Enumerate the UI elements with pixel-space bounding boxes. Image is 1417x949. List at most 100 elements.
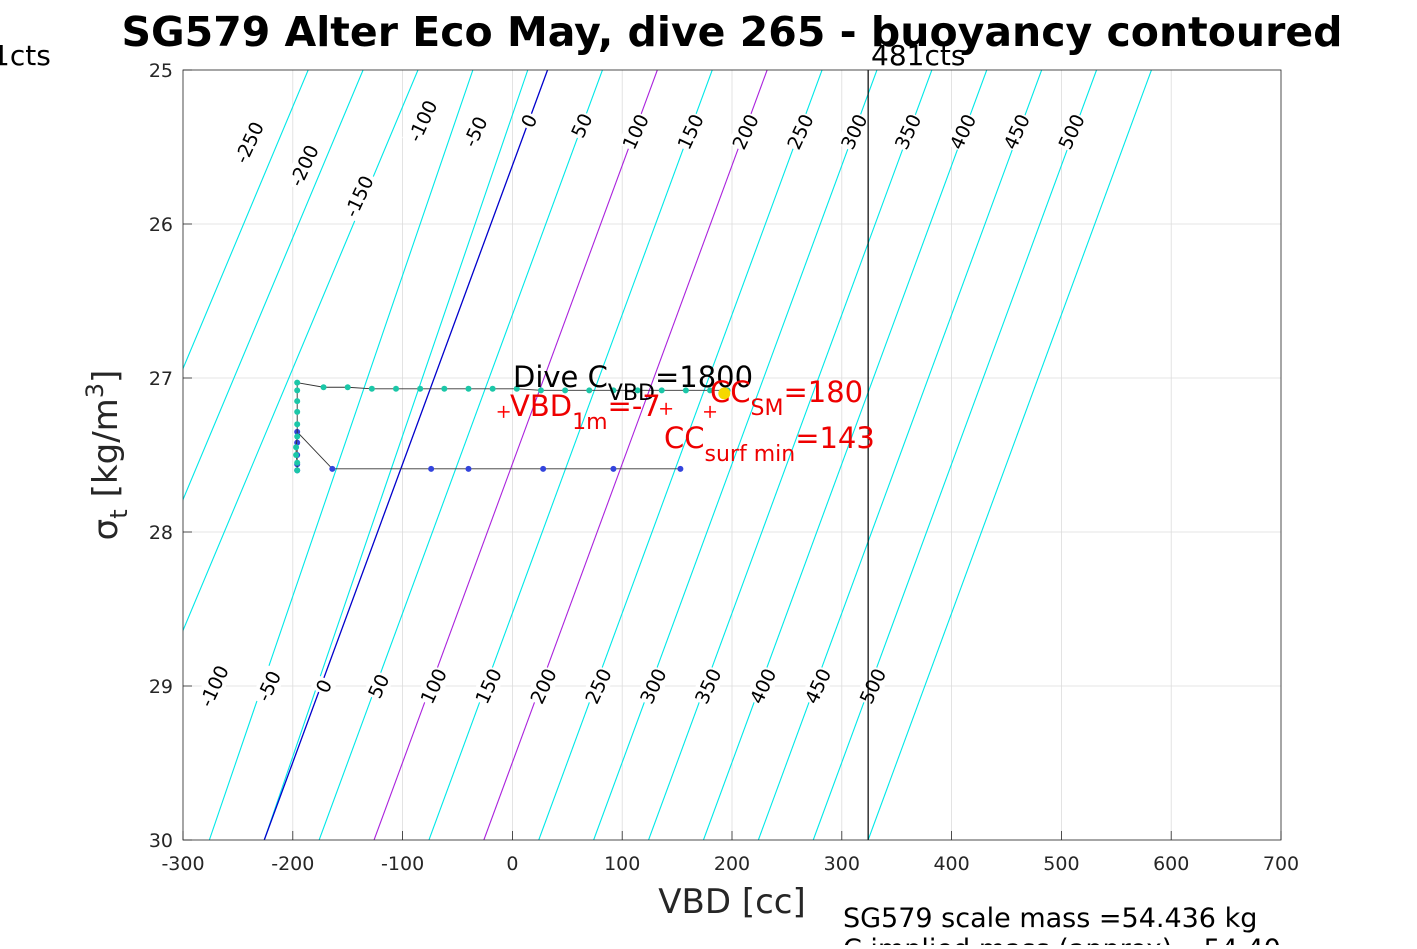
x-tick-label: 700 — [1263, 853, 1299, 875]
contour-label: 400 — [944, 110, 981, 154]
ascent-trace-point — [465, 465, 472, 472]
contour-line — [867, 70, 1152, 840]
descent-trace-point — [294, 459, 301, 466]
x-tick-label: 200 — [714, 853, 750, 875]
cc-sm-prefix: CC — [710, 375, 751, 409]
vbd-1m-value: =-7 — [608, 389, 661, 423]
contour-label-background — [672, 110, 709, 154]
contour-label-background — [525, 664, 561, 708]
counts-left-label: 1cts — [0, 39, 51, 72]
descent-trace-line — [295, 382, 728, 471]
contour-label: 0 — [515, 109, 543, 133]
contour-line — [428, 70, 713, 840]
descent-trace-point — [344, 384, 351, 391]
descent-trace-point — [417, 385, 424, 392]
contour-label-background — [690, 664, 726, 708]
contour-label-background — [799, 664, 836, 708]
cc-sm-sub: SM — [751, 396, 784, 421]
y-axis-unit-close: ] — [86, 370, 126, 383]
contour-label-background — [580, 664, 616, 708]
y-axis-label: σt [kg/m3] — [81, 370, 133, 541]
contour-line — [483, 70, 768, 840]
contour-label-background — [515, 109, 543, 133]
contour-label-background — [889, 110, 926, 154]
x-axis-label: VBD [cc] — [658, 882, 806, 922]
footer-implied-mass: C implied mass (approx) =54.40 — [843, 934, 1281, 945]
descent-trace-point — [294, 379, 301, 386]
contour-line — [183, 70, 309, 370]
contour-label-background — [836, 110, 872, 154]
descent-trace-point — [513, 385, 520, 392]
contour-label-background — [944, 110, 981, 154]
x-tick-label: 100 — [604, 853, 640, 875]
y-tick-label: 30 — [149, 830, 173, 852]
contour-label-background — [782, 110, 818, 154]
contour-label-background — [1053, 110, 1090, 154]
vbd-1m-prefix: VBD — [510, 389, 572, 423]
contour-label-background — [338, 169, 379, 223]
contour-label-background — [362, 669, 394, 703]
x-tick-label: 400 — [933, 853, 969, 875]
y-axis-symbol: σ — [86, 519, 126, 541]
dive-cvbd-value: =1800 — [655, 360, 753, 394]
contour-line — [318, 70, 603, 840]
cc-surf-min-sub: surf min — [705, 442, 796, 467]
descent-trace-point — [537, 387, 544, 394]
vbd-1m-sub: 1m — [572, 410, 607, 435]
x-tick-label: 500 — [1043, 853, 1079, 875]
x-tick-label: -100 — [381, 853, 424, 875]
dive-cvbd-annotation: Dive CVBD=1800 — [513, 360, 753, 406]
contour-label-background — [470, 664, 507, 708]
vbd-1m-annotation: VBD1m=-7 — [510, 389, 661, 435]
descent-trace-point — [610, 387, 617, 394]
dive-traces — [293, 379, 731, 474]
contour-line — [208, 70, 474, 840]
axis-ticks: -300 -200 -100 0 100 200 300 400 500 600 700252627… — [149, 60, 1299, 875]
y-tick-label: 25 — [149, 60, 173, 82]
contour-label-background — [854, 664, 891, 708]
cc-sm-value: =180 — [783, 375, 863, 409]
contour-label: -100 — [193, 659, 234, 713]
y-axis-unit: [kg/m — [86, 398, 126, 497]
ascent-trace-point — [540, 465, 547, 472]
contour-line — [263, 70, 529, 840]
contour-label-background — [283, 139, 324, 192]
y-axis-superscript: 3 — [81, 383, 109, 398]
contour-line — [593, 70, 878, 840]
chart-title: SG579 Alter Eco May, dive 265 - buoyancy… — [121, 8, 1342, 56]
contour-label-background — [402, 94, 443, 148]
contour-label-background — [617, 110, 654, 154]
contour-label-background — [635, 664, 671, 708]
descent-trace-point — [294, 433, 301, 440]
x-tick-label: -200 — [271, 853, 314, 875]
descent-trace-point — [393, 385, 400, 392]
y-tick-label: 26 — [149, 214, 173, 236]
descent-trace-point — [489, 385, 496, 392]
descent-trace-point — [293, 444, 300, 451]
ascent-trace-point — [294, 439, 301, 446]
descent-trace-point — [294, 398, 301, 405]
cc-surf-min-prefix: CC — [664, 421, 705, 455]
y-tick-label: 28 — [149, 522, 173, 544]
contour-line — [183, 70, 364, 501]
descent-trace-point — [368, 385, 375, 392]
descent-trace-point — [320, 384, 327, 391]
dive-cvbd-prefix: Dive C — [513, 360, 608, 394]
contour-line — [702, 70, 988, 840]
ascent-trace-point — [677, 465, 684, 472]
y-tick-label: 29 — [149, 676, 173, 698]
descent-trace-point — [634, 387, 641, 394]
contour-label-background — [228, 115, 269, 169]
x-tick-label: 0 — [506, 853, 518, 875]
descent-trace-point — [293, 452, 300, 458]
contour-label-background — [250, 664, 287, 708]
descent-trace-point — [294, 408, 301, 415]
descent-trace-point — [586, 387, 593, 394]
contour-lines — [183, 70, 1152, 840]
y-axis-subscript: t — [105, 509, 133, 518]
descent-trace-point — [658, 387, 665, 394]
descent-trace-point — [682, 387, 689, 394]
descent-trace-point — [707, 387, 714, 394]
